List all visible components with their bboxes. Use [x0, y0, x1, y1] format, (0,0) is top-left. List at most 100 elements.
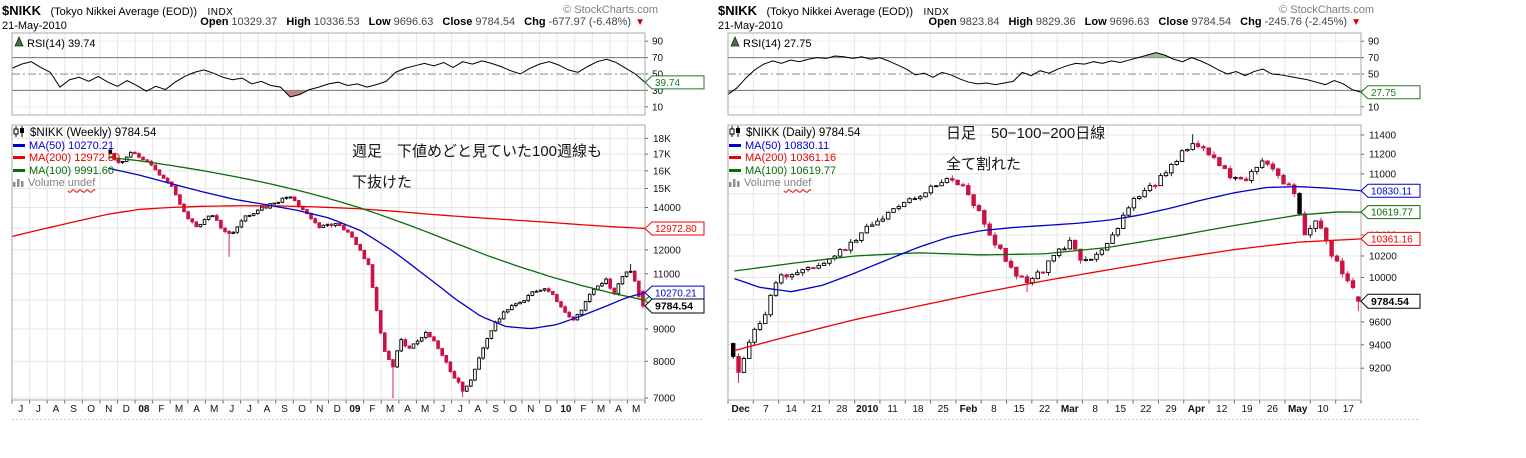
- ohlc-value: -677.97 (-6.48%): [548, 16, 632, 28]
- x-axis-tick: O: [509, 404, 517, 415]
- candlestick-icon: [729, 126, 740, 137]
- ohlc-label: Close: [1158, 16, 1189, 28]
- change-down-icon: ▼: [635, 17, 645, 28]
- ma-line-swatch: [729, 156, 741, 160]
- ma-line-swatch: [729, 143, 741, 147]
- annotation-line: 週足 下値めどと見ていた100週線も: [352, 143, 603, 160]
- y-axis-tick: 12000: [653, 245, 681, 256]
- legend-ma-item: MA(50) 10830.11: [729, 140, 860, 153]
- x-axis-tick: A: [404, 404, 411, 415]
- x-axis-tick: Mar: [1061, 404, 1079, 415]
- legend-ma-item: MA(200) 10361.16: [729, 152, 860, 165]
- x-axis-tick: 17: [1343, 404, 1355, 415]
- y-axis-tick: 15K: [653, 184, 671, 195]
- ma-value-marker: 27.75: [1360, 85, 1421, 100]
- legend-title: $NIKK (Weekly) 9784.54: [13, 126, 156, 140]
- change-down-icon: ▼: [1351, 17, 1361, 28]
- y-axis-tick: 11000: [1369, 169, 1397, 180]
- x-axis-tick: D: [123, 404, 130, 415]
- x-axis-tick: 10: [1317, 404, 1329, 415]
- x-axis-tick: S: [70, 404, 77, 415]
- rsi-area-icon: [730, 36, 740, 47]
- x-axis-tick: 25: [938, 404, 950, 415]
- ma-value-marker: 12972.80: [644, 221, 705, 236]
- x-axis-tick: J: [229, 404, 234, 415]
- y-axis-tick: 7000: [653, 394, 676, 405]
- x-axis-tick: O: [298, 404, 306, 415]
- y-axis-tick: 11000: [653, 269, 681, 280]
- x-axis-tick: J: [36, 404, 41, 415]
- svg-text:9784.54: 9784.54: [655, 301, 693, 313]
- y-axis-tick: 17K: [653, 150, 671, 161]
- x-axis-tick: J: [458, 404, 463, 415]
- x-axis-tick: S: [492, 404, 499, 415]
- legend-ma-item: MA(100) 10619.77: [729, 165, 860, 178]
- ohlc-label: Chg: [1240, 16, 1262, 28]
- symbol-name: (Tokyo Nikkei Average (EOD)): [50, 6, 197, 18]
- x-axis-tick: 11: [887, 404, 898, 415]
- rsi-axis-tick: 70: [1368, 53, 1380, 64]
- x-axis-tick: M: [386, 404, 394, 415]
- ma-value-marker: 10830.11: [1360, 183, 1421, 198]
- y-axis-tick: 8000: [653, 357, 676, 368]
- ma-line-swatch: [13, 156, 25, 160]
- ohlc-label: Close: [442, 16, 473, 28]
- x-axis-tick: M: [175, 404, 183, 415]
- x-axis-tick: F: [158, 404, 164, 415]
- ma-line-swatch: [13, 143, 25, 147]
- rsi-axis-tick: 70: [652, 53, 664, 64]
- ma-value-marker: 10270.21: [644, 285, 705, 300]
- chart-date: 21-May-2010: [718, 20, 783, 32]
- x-axis-tick: M: [632, 404, 640, 415]
- chart-date: 21-May-2010: [2, 20, 67, 32]
- symbol-name: (Tokyo Nikkei Average (EOD)): [766, 6, 913, 18]
- y-axis-tick: 9200: [1369, 364, 1392, 375]
- svg-text:10830.11: 10830.11: [1371, 186, 1412, 197]
- last-price-marker: 9784.54: [644, 298, 705, 314]
- y-axis-tick: 10200: [1369, 251, 1397, 262]
- stockcharts-credit: © StockCharts.com: [563, 4, 658, 16]
- x-axis-tick: S: [281, 404, 288, 415]
- ma-line-MA200: [11, 205, 646, 238]
- ma-line-swatch: [729, 168, 741, 172]
- y-axis-tick: 16K: [653, 166, 671, 177]
- legend-volume: Volume undef: [729, 177, 860, 190]
- ohlc-value: 9823.84: [959, 16, 1000, 28]
- x-axis-tick: 18: [912, 404, 924, 415]
- y-axis-labels: 1140011200110001040010200100009600940092…: [1361, 130, 1397, 375]
- ohlc-label: High: [1008, 16, 1033, 28]
- legend-ma-item: MA(50) 10270.21: [13, 140, 156, 153]
- svg-text:9784.54: 9784.54: [1371, 296, 1409, 308]
- x-axis-tick: A: [193, 404, 200, 415]
- x-axis-tick: 19: [1241, 404, 1253, 415]
- x-axis-tick: 28: [836, 404, 848, 415]
- rsi-axis-tick: 50: [652, 70, 664, 81]
- x-axis-tick: F: [369, 404, 375, 415]
- ohlc-summary: Open 9823.84 High 9829.36 Low 9696.63 Close 978…: [920, 16, 1361, 28]
- ma-value-marker: 10361.16: [1360, 231, 1421, 246]
- ohlc-value: 9829.36: [1035, 16, 1076, 28]
- ma-line-swatch: [13, 168, 25, 172]
- x-axis-tick: 09: [349, 404, 361, 415]
- x-axis-tick: 15: [1115, 404, 1127, 415]
- x-axis-tick: 08: [138, 404, 150, 415]
- symbol: $NIKK: [718, 3, 758, 18]
- x-axis-tick: D: [334, 404, 341, 415]
- chart-legend: $NIKK (Weekly) 9784.54 MA(50) 10270.21 MA(…: [13, 126, 156, 190]
- svg-text:27.75: 27.75: [1371, 88, 1396, 99]
- ohlc-value: -245.76 (-2.45%): [1264, 16, 1348, 28]
- x-axis-tick: M: [421, 404, 429, 415]
- chart-panel-weekly: RSI(14) 39.74 90 70 50 30 10 18K 17K 16K 15K 14000…: [0, 0, 710, 435]
- rsi-label: RSI(14) 39.74: [27, 38, 95, 50]
- annotation-text: 週足 下値めどと見ていた100週線も 下抜けた: [352, 136, 602, 198]
- rsi-series: RSI(14) 27.759070503010: [727, 36, 1380, 113]
- candlestick-icon: [13, 126, 24, 137]
- last-price-marker: 9784.54: [1360, 293, 1421, 309]
- x-axis-tick: 26: [1267, 404, 1279, 415]
- x-axis-tick: 14: [786, 404, 798, 415]
- x-axis-tick: May: [1288, 404, 1308, 415]
- ma-line-MA100: [734, 211, 1362, 272]
- ohlc-value: 9696.63: [393, 16, 434, 28]
- x-axis-labels: J J A S O N D 08 F M A M J J A S O N D 09 F M A M J J A S O N D 10 F M A M: [18, 404, 640, 415]
